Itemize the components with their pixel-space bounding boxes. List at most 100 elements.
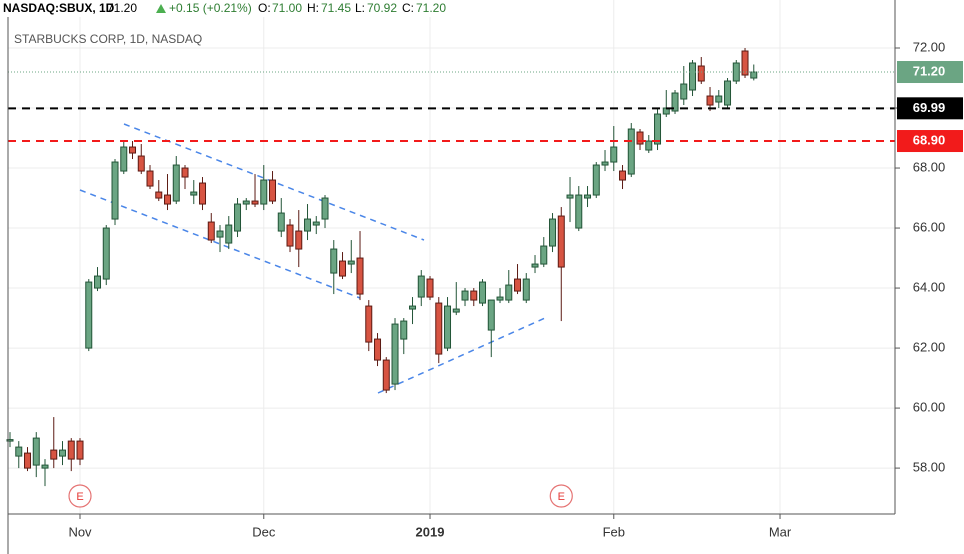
candle-body [540,245,548,265]
candle-body [6,439,14,442]
candle-body [391,323,399,385]
candle-body [277,212,285,232]
candle-body [181,167,189,178]
x-tick-label: Feb [603,524,625,539]
marks [6,48,895,487]
candle-body [487,299,495,331]
event-label: E [76,491,83,503]
candle-body [269,179,277,202]
candle-body [452,308,460,313]
level-label-box [897,130,963,153]
candle-body [32,437,40,466]
l-label: L: [355,1,365,15]
candle-body [557,215,565,268]
candle-body [347,260,355,265]
candle-body [199,182,207,205]
trend-line [377,317,546,394]
level-label: 69.99 [913,100,946,115]
candle-body [409,305,417,310]
candle-body [251,200,259,205]
trend-line [123,123,425,241]
candle-body [111,161,119,220]
candle-body [549,218,557,247]
candle-body [470,290,478,301]
o-value: 71.00 [272,1,302,15]
candle-body [610,146,618,163]
candle-body [216,230,224,238]
event-label: E [558,491,565,503]
candle-body [339,260,347,277]
candle-body [627,128,635,175]
candle-body [172,164,180,202]
candle-body [400,320,408,340]
candle-body [601,161,609,166]
l-value: 70.92 [367,1,397,15]
candle-body [374,338,382,361]
candle-body [312,221,320,226]
last-price-label: 71.20 [913,63,946,78]
candle-body [225,224,233,244]
candle-body [444,305,452,349]
header: NASDAQ:SBUX, 1D 71.20 +0.15 (+0.21%) O: … [0,0,460,17]
candle-body [426,278,434,298]
candle-body [365,305,373,343]
x-tick-label: Nov [68,524,92,539]
candle-body [654,113,662,145]
candle-body [741,50,749,76]
candle-body [671,92,679,112]
y-tick-label: 60.00 [913,400,946,415]
candle-body [50,449,58,460]
candle-body [706,95,714,106]
candle-body [575,194,583,229]
y-tick-label: 72.00 [913,39,946,54]
y-tick-label: 66.00 [913,219,946,234]
level-label-box [897,97,963,120]
header-bg [0,0,460,17]
symbol: NASDAQ:SBUX, 1D [3,1,115,15]
candle-body [76,440,84,460]
candle-body [566,194,574,199]
candle-body [461,290,469,301]
candle-body [496,296,504,301]
candle-body [592,164,600,196]
event-marker [68,484,92,508]
candle-body [435,302,443,355]
last-price-box [897,61,963,84]
candle-body [164,194,172,205]
candle-body [750,71,758,79]
candle-body [67,440,75,460]
candle-body [155,191,163,199]
watermark: STARBUCKS CORP, 1D, NASDAQ [14,32,202,46]
change: +0.15 (+0.21%) [169,1,252,15]
candle-body [724,80,732,106]
candle-body [531,263,539,268]
c-value: 71.20 [416,1,446,15]
candle-body [41,464,49,469]
x-tick-label: Dec [252,524,276,539]
candle-body [382,359,390,391]
y-tick-label: 58.00 [913,460,946,475]
candle-body [137,155,145,172]
candle-body [242,200,250,205]
candle-body [295,230,303,250]
candle-body [417,275,425,298]
h-label: H: [307,1,319,15]
candle-body [190,191,198,196]
candle-body [715,95,723,103]
candle-body [207,221,215,241]
candle-body [697,65,705,82]
candle-body [102,227,110,280]
candle-body [619,170,627,181]
level-label: 68.90 [913,132,946,147]
candle-body [505,284,513,301]
candle-body [330,248,338,274]
candle-body [15,446,23,457]
event-marker [549,484,573,508]
candle-body [522,278,530,301]
candle-body [584,194,592,199]
up-arrow [156,4,166,13]
candle-body [680,83,688,100]
candle-body [59,449,67,457]
candle-body [732,62,740,82]
